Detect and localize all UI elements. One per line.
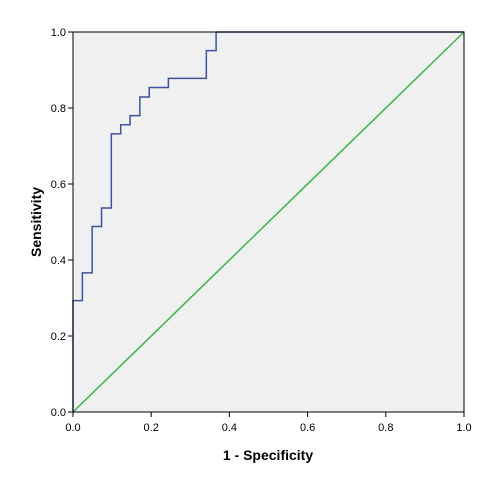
x-axis-title: 1 - Specificity [223,447,313,463]
reference-diagonal-line [72,31,465,413]
y-tick-label: 0.6 [51,179,66,191]
y-ticks: 0.0 0.2 0.4 0.6 0.8 1.0 [51,27,73,419]
y-tick-label: 1.0 [51,27,66,39]
y-axis-title: Sensitivity [28,187,44,257]
x-tick-label: 0.4 [222,422,237,434]
x-tick-label: 0.6 [300,422,315,434]
plot-frame [72,31,465,413]
series-layer [72,31,465,413]
x-tick-label: 1.0 [456,422,471,434]
x-ticks: 0.0 0.2 0.4 0.6 0.8 1.0 [65,412,472,434]
x-tick-label: 0.8 [378,422,393,434]
y-tick-label: 0.8 [51,103,66,115]
x-tick-label: 0.2 [144,422,159,434]
y-tick-label: 0.4 [51,255,66,267]
y-tick-label: 0.2 [51,331,66,343]
x-tick-label: 0.0 [65,422,80,434]
y-tick-label: 0.0 [51,407,66,419]
roc-curve-line [72,31,464,412]
